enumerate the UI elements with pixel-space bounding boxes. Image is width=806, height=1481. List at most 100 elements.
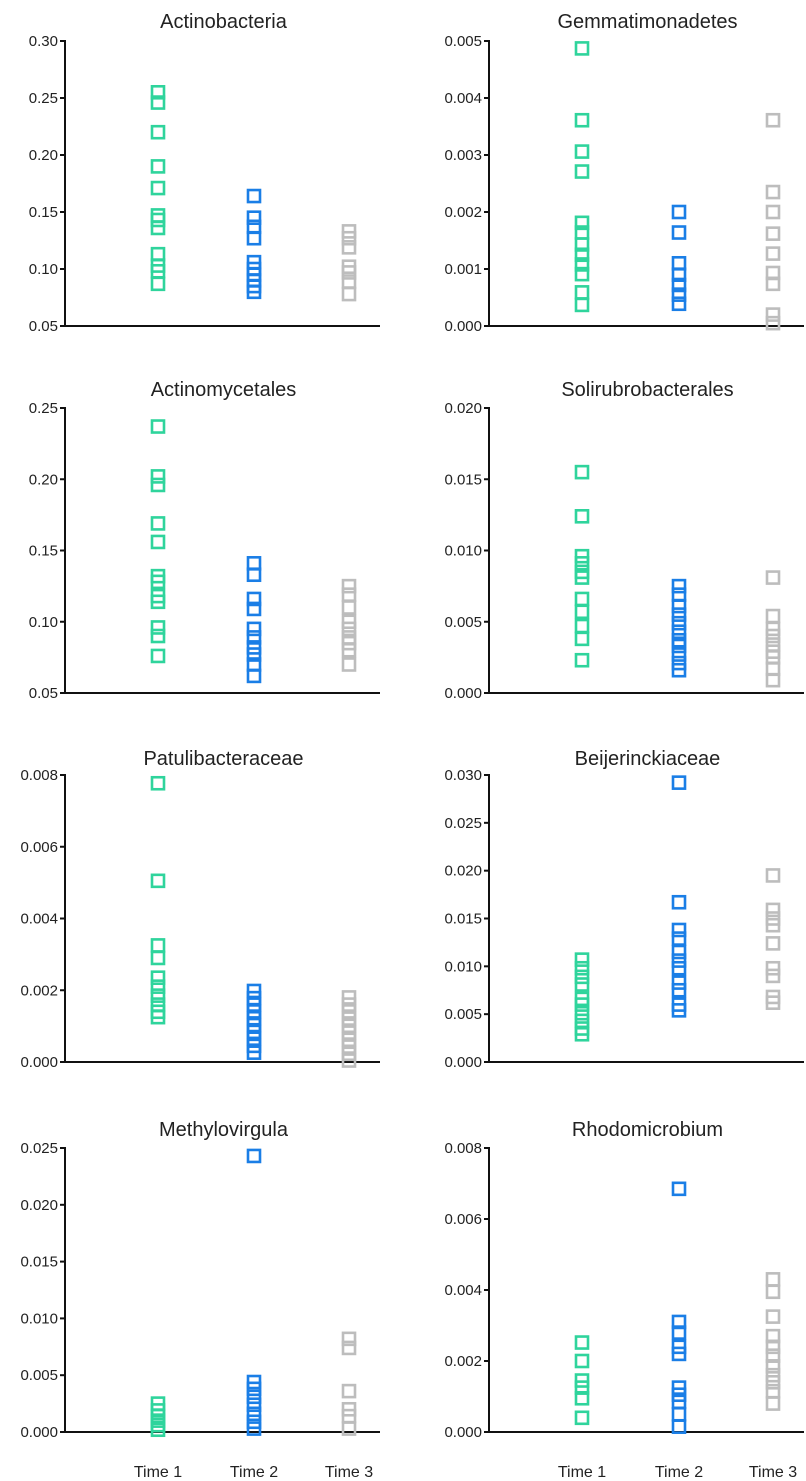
data-point: [765, 968, 781, 984]
data-point: [765, 204, 781, 220]
x-category-label: Time 3: [749, 1464, 797, 1481]
data-point: [341, 265, 357, 280]
y-tick-label: 0.15: [29, 204, 58, 221]
data-point: [246, 668, 262, 684]
data-point: [671, 624, 687, 640]
data-point: [765, 276, 781, 292]
y-tick-label: 0.20: [29, 471, 58, 488]
data-point: [150, 938, 166, 953]
data-point: [765, 672, 781, 688]
panel-8: Rhodomicrobium 0.000 0.002 0.004 0.006 0.008: [444, 1119, 804, 1441]
y-tick-label: 0.030: [444, 767, 482, 784]
data-point: [150, 419, 166, 434]
data-point: [150, 988, 166, 1003]
data-point: [765, 1328, 781, 1344]
y-tick-label: 0.001: [444, 261, 482, 278]
data-point: [246, 210, 262, 225]
data-point: [574, 1380, 590, 1395]
data-point: [341, 642, 357, 658]
data-point: [765, 936, 781, 951]
data-point: [765, 628, 781, 644]
data-point: [574, 508, 590, 524]
panel-4: Solirubrobacterales 0.000 0.005 0.010 0.015 0…: [444, 379, 804, 702]
data-point: [341, 600, 357, 615]
panel-title: Beijerinckiaceae: [575, 748, 721, 770]
data-point: [671, 296, 687, 312]
data-point: [150, 276, 166, 292]
y-tick-label: 0.000: [444, 1054, 482, 1071]
data-point: [671, 1325, 687, 1340]
data-point: [765, 307, 781, 322]
data-point: [765, 917, 781, 933]
data-point: [246, 630, 262, 645]
data-point: [341, 587, 357, 602]
data-point: [574, 1410, 590, 1426]
data-point: [671, 922, 687, 938]
y-tick-label: 0.002: [444, 1353, 482, 1370]
y-tick-label: 0.15: [29, 543, 58, 560]
data-point: [671, 1419, 687, 1434]
data-point: [671, 953, 687, 968]
data-point: [341, 240, 357, 255]
x-category-label: Time 2: [230, 1464, 278, 1481]
data-point: [574, 285, 590, 300]
data-point: [150, 873, 166, 889]
data-point: [765, 184, 781, 200]
data-point: [671, 1314, 687, 1330]
data-point: [765, 246, 781, 261]
data-point: [765, 902, 781, 918]
data-point: [671, 578, 687, 594]
data-point: [671, 944, 687, 960]
data-point: [671, 204, 687, 220]
data-point: [246, 284, 262, 300]
data-point: [574, 960, 590, 976]
y-tick-label: 0.020: [444, 863, 482, 880]
y-tick-label: 0.008: [444, 1140, 482, 1157]
y-tick-label: 0.000: [20, 1054, 58, 1071]
data-point: [150, 574, 166, 590]
data-point: [671, 975, 687, 990]
y-tick-label: 0.015: [444, 911, 482, 928]
y-tick-label: 0.20: [29, 147, 58, 164]
x-category-label: Time 2: [655, 1464, 703, 1481]
data-point: [671, 615, 687, 631]
y-tick-label: 0.002: [444, 204, 482, 221]
data-point: [765, 570, 781, 585]
y-tick-label: 0.005: [20, 1367, 58, 1384]
data-point: [671, 287, 687, 302]
data-point: [150, 594, 166, 610]
data-point: [574, 969, 590, 985]
data-point: [246, 1045, 262, 1060]
data-point: [574, 652, 590, 668]
data-point: [246, 1421, 262, 1436]
y-tick-label: 0.004: [20, 911, 58, 928]
y-tick-label: 0.000: [444, 685, 482, 702]
y-tick-label: 0.008: [20, 767, 58, 784]
data-point: [150, 970, 166, 985]
data-point: [246, 230, 262, 246]
data-point: [574, 952, 590, 967]
data-point: [671, 277, 687, 293]
data-point: [671, 1346, 687, 1362]
y-tick-label: 0.005: [444, 33, 482, 50]
data-point: [574, 977, 590, 992]
y-tick-label: 0.005: [444, 1006, 482, 1023]
panel-5: Patulibacteraceae 0.000 0.002 0.004 0.006 0.0…: [20, 748, 380, 1071]
data-point: [341, 1331, 357, 1347]
data-point: [341, 578, 357, 594]
data-point: [150, 477, 166, 493]
data-point: [150, 648, 166, 664]
data-point: [765, 112, 781, 128]
data-point: [341, 1421, 357, 1436]
panel-title: Actinomycetales: [151, 379, 297, 401]
data-point: [671, 931, 687, 946]
data-point: [574, 997, 590, 1012]
data-point: [671, 775, 687, 790]
data-point: [765, 1339, 781, 1355]
panel-3: Actinomycetales 0.05 0.10 0.15 0.20 0.25: [29, 379, 380, 702]
y-tick-label: 0.025: [20, 1140, 58, 1157]
data-point: [341, 230, 357, 246]
y-tick-label: 0.25: [29, 90, 58, 107]
y-tick-label: 0.025: [444, 815, 482, 832]
